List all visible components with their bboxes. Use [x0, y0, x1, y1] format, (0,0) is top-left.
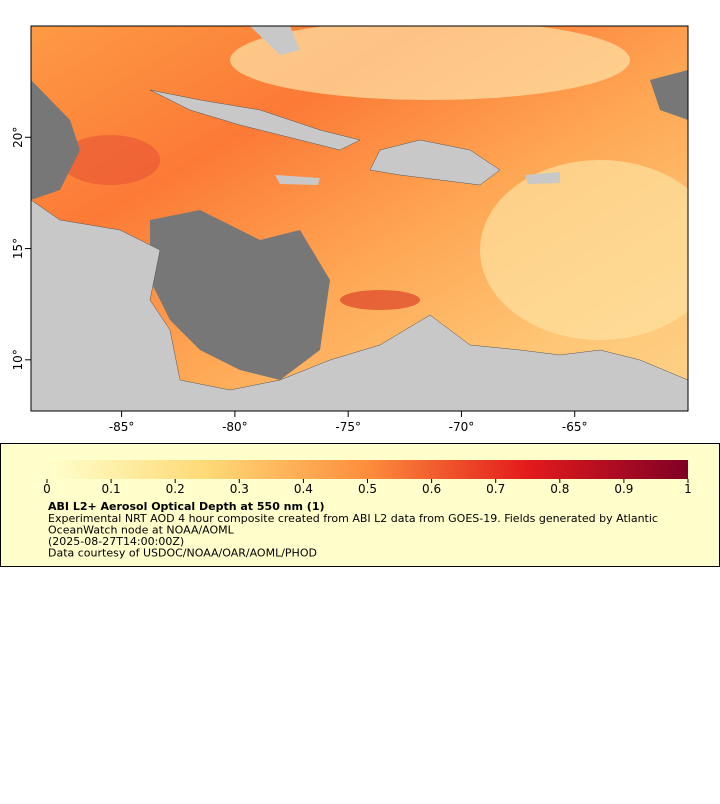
colorbar-tick-label: 0.6: [422, 482, 441, 496]
y-tick-label: 15°: [11, 238, 25, 259]
legend-line: Experimental NRT AOD 4 hour composite cr…: [48, 512, 658, 525]
colorbar-tick-label: 0.9: [614, 482, 633, 496]
y-tick-label: 20°: [11, 127, 25, 148]
x-tick-label: -80°: [222, 420, 248, 434]
colorbar-tick-label: 0.2: [166, 482, 185, 496]
aod-low: [230, 26, 630, 100]
aod-high: [60, 135, 160, 185]
land: [250, 26, 300, 55]
legend-line: Data courtesy of USDOC/NOAA/OAR/AOML/PHO…: [48, 547, 317, 560]
land: [31, 199, 688, 411]
no-data: [650, 70, 688, 120]
land: [149, 89, 361, 151]
x-tick-label: -85°: [109, 420, 135, 434]
aod-high: [340, 290, 420, 310]
colorbar: [47, 460, 688, 479]
no-data: [150, 210, 330, 380]
colorbar-tick-label: 0.8: [550, 482, 569, 496]
colorbar-tick-label: 1: [684, 482, 692, 496]
colorbar-tick-label: 0.3: [230, 482, 249, 496]
legend-line: (2025-08-27T14:00:00Z): [48, 535, 184, 548]
y-tick-label: 10°: [11, 349, 25, 370]
colorbar-tick-label: 0.4: [294, 482, 313, 496]
colorbar-tick-label: 0.1: [102, 482, 121, 496]
aod-low: [480, 160, 688, 340]
land: [275, 175, 320, 185]
legend-line: OceanWatch node at NOAA/AOML: [48, 524, 235, 537]
legend-title: ABI L2+ Aerosol Optical Depth at 550 nm …: [48, 500, 325, 513]
colorbar-tick-label: 0.7: [486, 482, 505, 496]
x-tick-label: -75°: [335, 420, 361, 434]
colorbar-tick-label: 0: [43, 482, 51, 496]
x-tick-label: -70°: [449, 420, 475, 434]
land: [525, 172, 560, 184]
land: [369, 139, 501, 186]
map-area: [31, 26, 688, 411]
no-data: [31, 80, 80, 200]
x-tick-label: -65°: [562, 420, 588, 434]
colorbar-tick-label: 0.5: [358, 482, 377, 496]
map-frame: [30, 25, 689, 412]
